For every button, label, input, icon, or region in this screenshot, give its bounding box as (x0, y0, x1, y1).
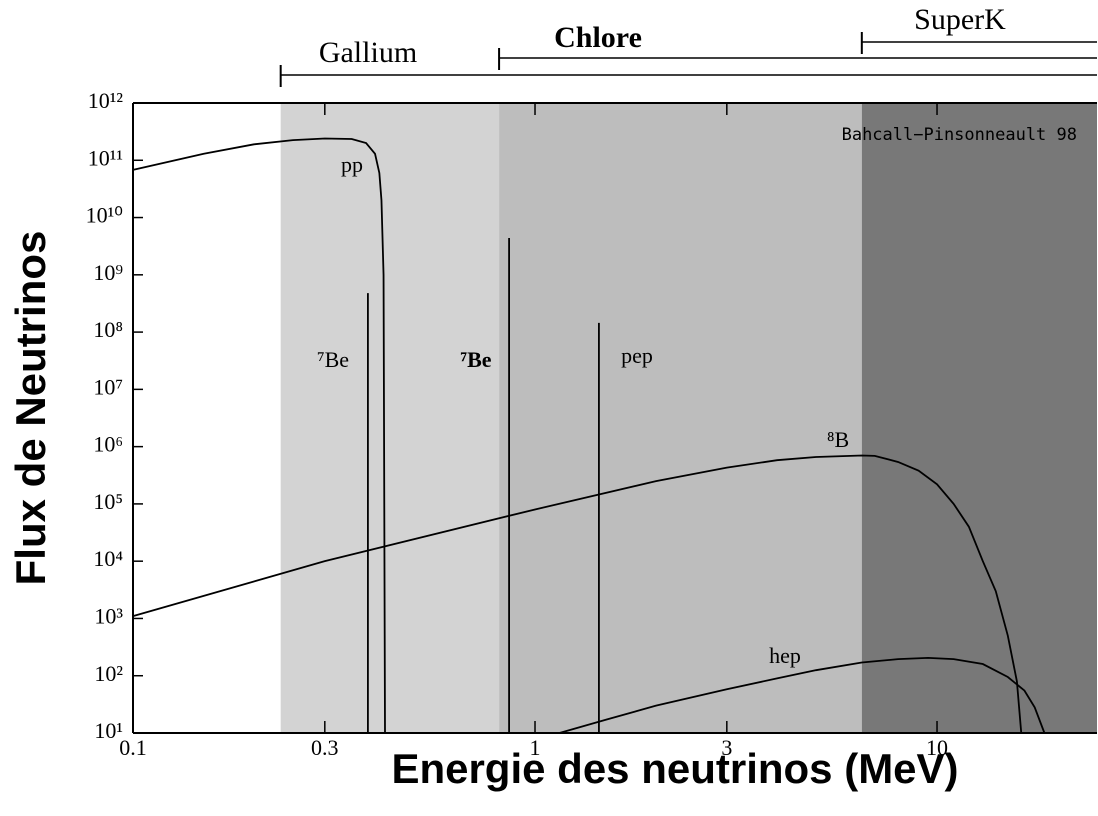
x-tick-label: 10 (926, 735, 948, 760)
region-label: SuperK (914, 3, 1006, 36)
region-shade (280, 103, 500, 733)
x-tick-label: 3 (721, 735, 732, 760)
annotation: Bahcall−Pinsonneault 98 (842, 125, 1077, 145)
region-shade (499, 103, 862, 733)
y-tick-label: 10⁵ (93, 489, 123, 514)
y-tick-label: 10⁸ (93, 317, 123, 342)
curve-label: hep (769, 643, 801, 668)
y-tick-label: 10⁹ (93, 260, 123, 285)
y-tick-label: 10¹⁰ (86, 203, 124, 228)
x-axis-label: Energie des neutrinos (MeV) (391, 745, 958, 792)
x-tick-label: 0.3 (311, 735, 339, 760)
y-tick-label: 10¹ (94, 718, 123, 743)
spectrum-curve (559, 656, 1046, 734)
curve-label: ⁸B (827, 427, 849, 452)
spectrum-curve (132, 137, 386, 734)
region-label: Chlore (554, 21, 642, 54)
x-tick-label: 0.1 (119, 735, 147, 760)
line-label: ⁷Be (317, 347, 349, 372)
y-tick-label: 10¹¹ (88, 145, 123, 170)
y-tick-label: 10⁷ (93, 374, 123, 399)
y-tick-label: 10⁴ (93, 546, 123, 571)
line-label: ⁷Be (460, 347, 491, 372)
spectrum-curve (132, 454, 1023, 734)
y-tick-label: 10¹² (88, 88, 124, 113)
y-tick-label: 10² (94, 661, 123, 686)
x-tick-label: 1 (530, 735, 541, 760)
y-tick-label: 10⁶ (93, 432, 123, 457)
line-label: pep (621, 343, 653, 368)
y-axis-label: Flux de Neutrinos (7, 231, 54, 586)
curve-label: pp (341, 152, 363, 177)
y-tick-label: 10³ (94, 604, 123, 629)
region-shade (861, 103, 1097, 733)
region-label: Gallium (319, 36, 417, 69)
